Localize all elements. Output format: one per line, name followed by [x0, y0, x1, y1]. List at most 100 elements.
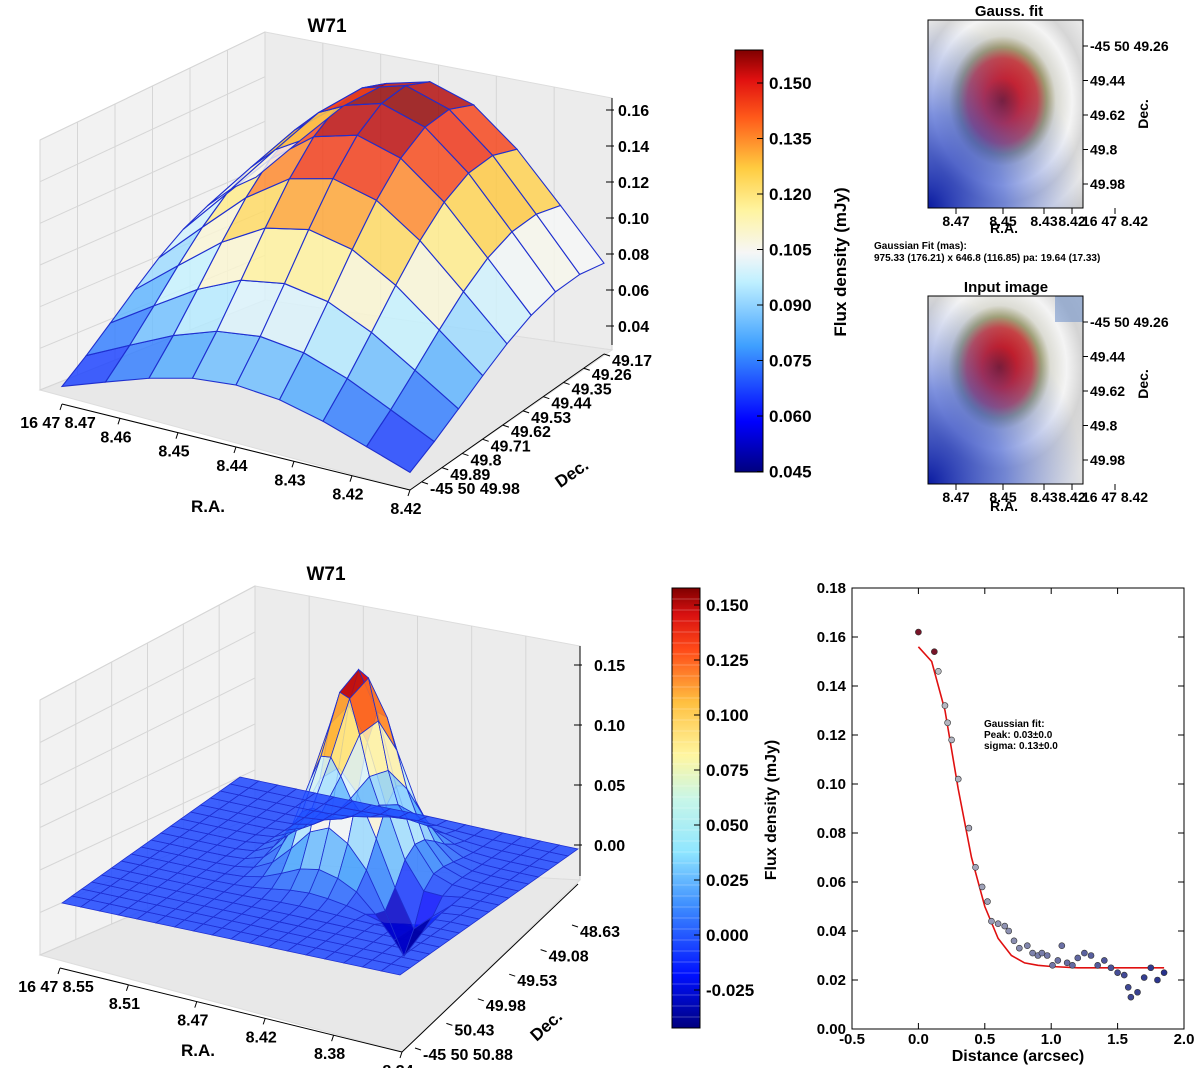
bottom-dec-tick-label: 49.53	[517, 973, 557, 990]
input-image-y-ticks: -45 50 49.26 49.44 49.62 49.8 49.98	[1083, 314, 1169, 468]
bottom-z-tick-label: 0.00	[594, 838, 625, 855]
bottom-surface-mesh	[61, 668, 579, 976]
scatter-point	[1058, 942, 1066, 950]
top-dec-tick	[462, 453, 469, 457]
scatter-x-tick-label: 1.5	[1107, 1031, 1128, 1048]
top-surface-patch	[535, 204, 605, 276]
top-dec-tick-label: 49.17	[612, 353, 652, 370]
top-ra-tick-label: 8.42	[332, 487, 363, 504]
scatter-point	[915, 628, 922, 636]
scatter-y-tick-label: 0.02	[817, 972, 846, 989]
scatter-point	[1023, 942, 1031, 950]
top-cb-tick-label: 0.075	[769, 352, 812, 371]
top-dec-tick-label: -45 50 49.98	[430, 481, 520, 498]
bottom-dec-tick	[571, 924, 579, 928]
scatter-point	[1127, 993, 1135, 1001]
bottom-dec-tick	[414, 1047, 422, 1051]
scatter-point	[1074, 954, 1082, 962]
top-dec-tick	[583, 367, 590, 371]
input-image-y-tick-label: 49.62	[1090, 383, 1125, 399]
top-dec-tick	[442, 467, 449, 471]
scatter-point	[1147, 964, 1155, 972]
bottom-ra-tick	[125, 984, 129, 991]
bottom-ra-tick-label: 8.42	[246, 1029, 277, 1046]
scatter-point	[1094, 961, 1101, 969]
input-image-xlabel: R.A.	[990, 498, 1018, 514]
top-ra-tick	[117, 418, 121, 425]
gauss-fit-y-ticks: -45 50 49.26 49.44 49.62 49.8 49.98	[1083, 38, 1169, 192]
bottom-cb-tick-label: 0.150	[706, 596, 749, 615]
top-colorbar-ticks: 0.150 0.135 0.120 0.105 0.090 0.075 0.060 0.045	[757, 74, 812, 482]
scatter-point	[1016, 944, 1023, 952]
top-z-tick-label: 0.14	[618, 139, 649, 156]
scatter-point	[1114, 969, 1121, 976]
scatter-point	[1005, 927, 1013, 935]
top-ra-tick	[407, 489, 411, 497]
top-dec-label: Dec.	[552, 455, 592, 491]
bottom-colorbar: 0.150 0.125 0.100 0.075 0.050 0.025 0.000 -0.02…	[671, 587, 754, 1029]
gauss-fit-x-tick-label: 16 47 8.42	[1082, 213, 1148, 229]
scatter-point	[1120, 971, 1128, 979]
gauss-fit-title: Gauss. fit	[975, 3, 1043, 20]
scatter-point	[1101, 957, 1108, 964]
bottom-ra-axis	[59, 967, 403, 1053]
top-dec-tick-label: 49.71	[491, 438, 531, 455]
bottom-ra-tick-label: 8.38	[314, 1046, 345, 1063]
bottom-z-tick-label: 0.15	[594, 658, 625, 675]
scatter-y-tick-label: 0.08	[817, 825, 846, 842]
gauss-fit-x-tick-label: 8.42	[1058, 213, 1085, 229]
scatter-point	[941, 702, 949, 709]
input-image-ylabel: Dec.	[1135, 369, 1151, 399]
bottom-surface-plot: W71 16 47 8.55 8.51 8.47 8.42 8.38 8.34 48.63…	[18, 564, 625, 1073]
scatter-point	[931, 648, 938, 656]
bottom-z-tick-label: 0.05	[594, 778, 625, 795]
bottom-ra-tick-label: 8.47	[177, 1013, 208, 1030]
top-dec-tick	[543, 396, 550, 400]
scatter-point	[1140, 974, 1148, 981]
scatter-y-tick-label: 0.16	[817, 629, 846, 646]
fit-annotation-line2: Peak: 0.03±0.0	[984, 730, 1053, 741]
top-dec-tick-label: 49.44	[551, 396, 591, 413]
top-dec-tick	[482, 438, 489, 442]
scatter-y-tick-label: 0.18	[817, 580, 846, 597]
bottom-cb-tick-label: 0.025	[706, 871, 749, 890]
gauss-fit-x-tick-label: 8.43	[1030, 213, 1057, 229]
input-image-y-tick-label: 49.44	[1090, 349, 1125, 365]
scatter-x-tick-label: 2.0	[1174, 1031, 1195, 1048]
bottom-cb-tick-label: 0.075	[706, 761, 749, 780]
top-z-tick-label: 0.16	[618, 103, 649, 120]
gauss-fit-y-tick-label: -45 50 49.26	[1090, 38, 1169, 54]
scatter-x-tick-label: 0.0	[908, 1031, 929, 1048]
gauss-fit-x-tick-label: 8.45	[989, 213, 1016, 229]
top-dec-tick	[522, 410, 530, 414]
scatter-point	[1029, 949, 1036, 957]
top-z-tick-label: 0.10	[618, 211, 649, 228]
bottom-dec-tick	[540, 949, 547, 953]
scatter-point	[994, 920, 1002, 927]
scatter-y-tick-label: 0.04	[817, 923, 847, 940]
input-image-y-tick-label: -45 50 49.26	[1090, 314, 1169, 330]
top-z-tick-label: 0.04	[618, 319, 649, 336]
scatter-point	[935, 667, 942, 675]
bottom-cb-tick-label: 0.000	[706, 926, 749, 945]
bottom-ra-tick	[194, 1001, 198, 1008]
scatter-point	[1081, 949, 1088, 957]
scatter-y-ticks: 0.00 0.02 0.04 0.06 0.08 0.10 0.12 0.14 0.16 0.18	[817, 580, 1184, 1038]
fit-annotation-line3: sigma: 0.13±0.0	[984, 741, 1058, 752]
input-image-x-tick-label: 16 47 8.42	[1082, 489, 1148, 505]
input-image-x-tick-label: 8.42	[1058, 489, 1085, 505]
scatter-y-tick-label: 0.12	[817, 727, 846, 744]
scatter-ylabel: Flux density (mJy)	[763, 740, 780, 880]
scatter-point	[1124, 984, 1132, 991]
top-cb-tick-label: 0.105	[769, 241, 812, 260]
scatter-x-ticks: -0.5 0.0 0.5 1.0 1.5 2.0	[839, 588, 1194, 1048]
input-image-title: Input image	[964, 279, 1048, 296]
scatter-point	[1001, 922, 1009, 930]
top-ra-tick	[59, 403, 63, 411]
bottom-cb-tick-label: 0.050	[706, 816, 749, 835]
top-ra-tick-label: 8.42	[390, 501, 421, 518]
top-ra-tick	[349, 475, 353, 482]
